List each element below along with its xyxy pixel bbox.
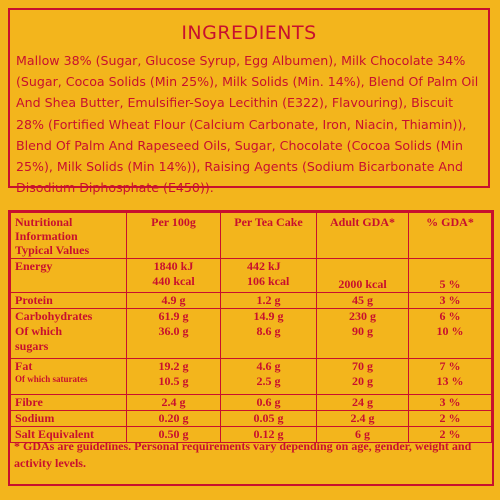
fibre-percake: 0.6 g bbox=[220, 394, 317, 411]
fibre-row: Fibre 2.4 g 0.6 g 24 g 3 % bbox=[10, 394, 492, 411]
energy-percake: 442 kJ 106 kcal bbox=[220, 258, 317, 293]
carbs-per100: 61.9 g 36.0 g bbox=[126, 308, 221, 359]
sodium-gda: 2.4 g bbox=[316, 410, 409, 427]
carbs-row: Carbohydrates Of which sugars 61.9 g 36.… bbox=[10, 308, 492, 359]
fat-gda-value: 70 g bbox=[352, 359, 373, 373]
salt-label: Salt Equivalent bbox=[10, 426, 127, 443]
fat-pct-saturates: 13 % bbox=[436, 374, 464, 388]
fat-gda: 70 g 20 g bbox=[316, 358, 409, 395]
energy-percake-kcal: 106 kcal bbox=[247, 274, 290, 288]
energy-per100-kcal: 440 kcal bbox=[152, 274, 195, 288]
protein-pct: 3 % bbox=[408, 292, 492, 309]
fat-gda-saturates: 20 g bbox=[352, 374, 373, 388]
header-per-100g: Per 100g bbox=[126, 212, 221, 259]
carbs-sub-label-2: sugars bbox=[15, 339, 49, 353]
fat-percake: 4.6 g 2.5 g bbox=[220, 358, 317, 395]
fat-percake-saturates: 2.5 g bbox=[256, 374, 281, 388]
carbs-pct: 6 % 10 % bbox=[408, 308, 492, 359]
ingredients-text: Mallow 38% (Sugar, Glucose Syrup, Egg Al… bbox=[16, 53, 479, 196]
energy-percake-kj: 442 kJ bbox=[247, 259, 281, 273]
header-per-tea-cake: Per Tea Cake bbox=[220, 212, 317, 259]
energy-gda-value: 2000 kcal bbox=[338, 277, 387, 291]
energy-row: Energy 1840 kJ 440 kcal 442 kJ 106 kcal … bbox=[10, 258, 492, 293]
ingredients-title: INGREDIENTS bbox=[181, 22, 317, 44]
header-adult-gda: Adult GDA* bbox=[316, 212, 409, 259]
protein-gda: 45 g bbox=[316, 292, 409, 309]
header-typical-values: Nutritional Information Typical Values bbox=[10, 212, 127, 259]
sodium-per100: 0.20 g bbox=[126, 410, 221, 427]
ingredients-panel: INGREDIENTS Mallow 38% (Sugar, Glucose S… bbox=[8, 8, 490, 195]
fibre-gda: 24 g bbox=[316, 394, 409, 411]
carbs-percake: 14.9 g 8.6 g bbox=[220, 308, 317, 359]
sodium-label: Sodium bbox=[10, 410, 127, 427]
energy-label: Energy bbox=[10, 258, 127, 293]
carbs-pct-sugars: 10 % bbox=[436, 324, 464, 338]
energy-gda: 2000 kcal bbox=[316, 258, 409, 293]
protein-percake: 1.2 g bbox=[220, 292, 317, 309]
carbs-label-cell: Carbohydrates Of which sugars bbox=[10, 308, 127, 359]
nutrition-table: Nutritional Information Typical Values P… bbox=[10, 212, 492, 443]
carbs-pct-value: 6 % bbox=[439, 309, 461, 323]
energy-pct: 5 % bbox=[408, 258, 492, 293]
header-line-2: Information bbox=[15, 229, 78, 243]
fat-label-cell: Fat Of which saturates bbox=[10, 358, 127, 395]
gda-footnote: * GDAs are guidelines. Personal requirem… bbox=[14, 439, 472, 470]
carbs-sub-label-1: Of which bbox=[15, 324, 63, 338]
protein-per100: 4.9 g bbox=[126, 292, 221, 309]
sodium-percake: 0.05 g bbox=[220, 410, 317, 427]
fibre-per100: 2.4 g bbox=[126, 394, 221, 411]
fibre-pct: 3 % bbox=[408, 394, 492, 411]
energy-per100: 1840 kJ 440 kcal bbox=[126, 258, 221, 293]
sodium-row: Sodium 0.20 g 0.05 g 2.4 g 2 % bbox=[10, 410, 492, 427]
carbs-percake-sugars: 8.6 g bbox=[256, 324, 281, 338]
nutrition-panel: Nutritional Information Typical Values P… bbox=[8, 210, 494, 486]
carbs-gda-value: 230 g bbox=[349, 309, 376, 323]
protein-label: Protein bbox=[10, 292, 127, 309]
header-line-3: Typical Values bbox=[15, 243, 90, 257]
salt-row: Salt Equivalent 0.50 g 0.12 g 6 g 2 % bbox=[10, 426, 492, 443]
carbs-label: Carbohydrates bbox=[15, 309, 93, 323]
sodium-pct: 2 % bbox=[408, 410, 492, 427]
fat-per100-saturates: 10.5 g bbox=[158, 374, 189, 388]
carbs-percake-value: 14.9 g bbox=[253, 309, 284, 323]
header-pct-gda: % GDA* bbox=[408, 212, 492, 259]
carbs-gda-sugars: 90 g bbox=[352, 324, 373, 338]
protein-row: Protein 4.9 g 1.2 g 45 g 3 % bbox=[10, 292, 492, 309]
salt-pct: 2 % bbox=[408, 426, 492, 443]
salt-percake: 0.12 g bbox=[220, 426, 317, 443]
fat-percake-value: 4.6 g bbox=[256, 359, 281, 373]
carbs-per100-sugars: 36.0 g bbox=[158, 324, 189, 338]
salt-gda: 6 g bbox=[316, 426, 409, 443]
fat-per100: 19.2 g 10.5 g bbox=[126, 358, 221, 395]
energy-per100-kj: 1840 kJ bbox=[153, 259, 194, 273]
header-line-1: Nutritional bbox=[15, 215, 73, 229]
fat-pct-value: 7 % bbox=[439, 359, 461, 373]
fat-label: Fat bbox=[15, 359, 33, 373]
fibre-label: Fibre bbox=[10, 394, 127, 411]
carbs-per100-value: 61.9 g bbox=[158, 309, 189, 323]
fat-per100-value: 19.2 g bbox=[158, 359, 189, 373]
energy-pct-value: 5 % bbox=[439, 277, 461, 291]
fat-pct: 7 % 13 % bbox=[408, 358, 492, 395]
fat-row: Fat Of which saturates 19.2 g 10.5 g 4.6… bbox=[10, 358, 492, 395]
header-row: Nutritional Information Typical Values P… bbox=[10, 212, 492, 259]
carbs-gda: 230 g 90 g bbox=[316, 308, 409, 359]
fat-sub-label: Of which saturates bbox=[15, 374, 88, 384]
